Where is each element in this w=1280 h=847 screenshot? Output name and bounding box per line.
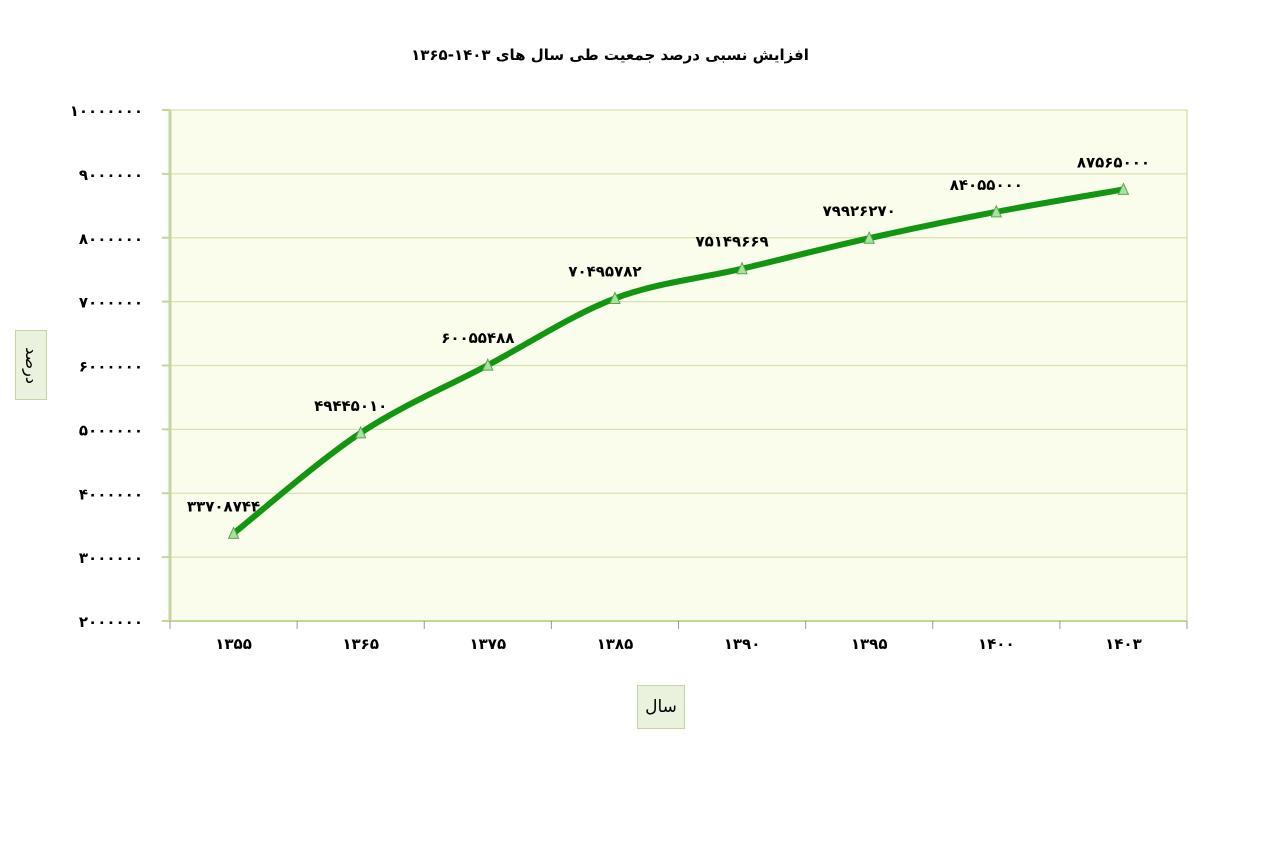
y-axis-title-box: درصد bbox=[15, 330, 47, 400]
data-label: ۷۹۹۲۶۲۷۰ bbox=[823, 202, 896, 220]
x-tick-label: ۱۴۰۰ bbox=[978, 635, 1015, 653]
y-tick-label: ۶۰۰۰۰۰۰ bbox=[79, 358, 143, 376]
y-tick-label: ۸۰۰۰۰۰۰ bbox=[79, 230, 143, 248]
y-tick-label: ۲۰۰۰۰۰۰ bbox=[79, 613, 143, 631]
series-line bbox=[230, 186, 1127, 537]
data-label: ۴۹۴۴۵۰۱۰ bbox=[314, 397, 387, 415]
data-label: ۶۰۰۵۵۴۸۸ bbox=[441, 329, 514, 347]
data-label: ۸۷۵۶۵۰۰۰ bbox=[1077, 153, 1150, 171]
data-point-marker bbox=[609, 291, 621, 304]
x-axis-title: سال bbox=[645, 697, 677, 717]
x-tick-label: ۱۳۹۰ bbox=[724, 635, 761, 653]
x-axis-title-box: سال bbox=[637, 685, 685, 729]
y-tick-label: ۱۰۰۰۰۰۰۰ bbox=[70, 102, 143, 120]
data-point-marker bbox=[354, 425, 367, 439]
data-point-marker bbox=[482, 357, 494, 371]
x-tick-label: ۱۳۹۵ bbox=[851, 635, 888, 653]
x-tick-label: ۱۴۰۳ bbox=[1105, 635, 1142, 653]
x-tick-label: ۱۳۷۵ bbox=[470, 635, 507, 653]
x-tick-label: ۱۳۸۵ bbox=[597, 635, 634, 653]
data-point-marker bbox=[736, 261, 748, 275]
y-tick-label: ۳۰۰۰۰۰۰ bbox=[79, 549, 143, 567]
data-label: ۳۳۷۰۸۷۴۴ bbox=[187, 497, 260, 515]
data-point-marker bbox=[227, 526, 240, 539]
data-point-marker bbox=[990, 204, 1003, 218]
data-point-marker bbox=[1117, 182, 1130, 195]
y-tick-label: ۵۰۰۰۰۰۰ bbox=[79, 421, 143, 439]
y-axis-title: درصد bbox=[21, 346, 41, 384]
y-tick-label: ۷۰۰۰۰۰۰ bbox=[79, 294, 143, 312]
data-point-marker bbox=[863, 231, 875, 244]
y-tick-label: ۹۰۰۰۰۰۰ bbox=[79, 166, 143, 184]
data-label: ۷۵۱۴۹۶۶۹ bbox=[695, 233, 768, 251]
data-label: ۸۴۰۵۵۰۰۰ bbox=[950, 176, 1023, 194]
x-tick-label: ۱۳۵۵ bbox=[215, 635, 252, 653]
x-tick-label: ۱۳۶۵ bbox=[342, 635, 379, 653]
data-label: ۷۰۴۹۵۷۸۲ bbox=[568, 262, 641, 280]
y-tick-label: ۴۰۰۰۰۰۰ bbox=[79, 485, 143, 503]
chart-title: افزایش نسبی درصد جمعیت طی سال های ۱۴۰۳-۱… bbox=[411, 46, 809, 64]
